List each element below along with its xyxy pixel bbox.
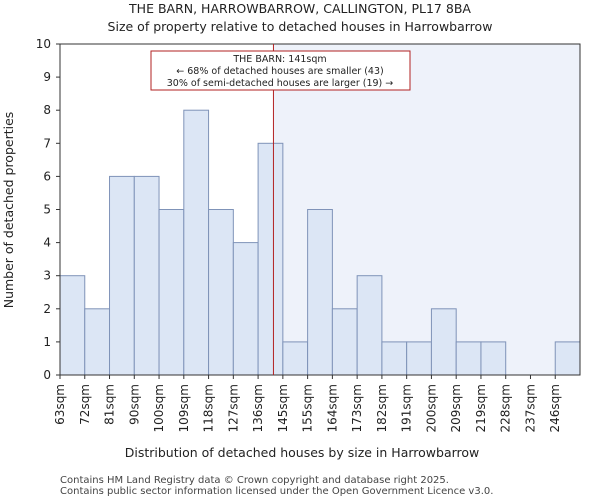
x-tick-label: 182sqm xyxy=(375,384,389,432)
y-tick-label: 5 xyxy=(43,203,51,217)
y-tick-label: 3 xyxy=(43,269,51,283)
bar-200sqm xyxy=(430,308,457,376)
bar-182sqm xyxy=(381,341,408,376)
x-tick-label: 127sqm xyxy=(226,384,240,432)
x-tick-label: 200sqm xyxy=(424,384,438,432)
annotation-box: THE BARN: 141sqm ← 68% of detached house… xyxy=(150,50,411,91)
x-tick-label: 118sqm xyxy=(202,384,216,432)
x-tick-label: 63sqm xyxy=(53,384,67,425)
y-axis: 0 1 2 3 4 5 6 7 8 9 10 xyxy=(36,37,60,382)
bar-90sqm xyxy=(133,175,160,376)
y-tick-label: 6 xyxy=(43,169,51,183)
bar-81sqm xyxy=(109,175,135,376)
x-tick-label: 209sqm xyxy=(449,384,463,432)
bar-219sqm xyxy=(480,341,507,376)
y-tick-label: 1 xyxy=(43,335,51,349)
x-tick-label: 81sqm xyxy=(103,384,117,425)
y-tick-label: 0 xyxy=(43,368,51,382)
bar-72sqm xyxy=(84,308,111,376)
x-tick-label: 72sqm xyxy=(78,384,92,425)
annotation-line-3: 30% of semi-detached houses are larger (… xyxy=(167,78,394,89)
bar-118sqm xyxy=(208,209,234,376)
annotation-line-1: THE BARN: 141sqm xyxy=(232,54,326,65)
chart-title: THE BARN, HARROWBARROW, CALLINGTON, PL17… xyxy=(128,1,471,16)
y-tick-label: 9 xyxy=(43,70,51,84)
bar-127sqm xyxy=(232,242,259,376)
x-tick-label: 246sqm xyxy=(548,384,562,432)
annotation-line-2: ← 68% of detached houses are smaller (43… xyxy=(176,66,383,77)
y-tick-label: 8 xyxy=(43,103,51,117)
x-tick-label: 191sqm xyxy=(400,384,414,432)
footer-line-1: Contains HM Land Registry data © Crown c… xyxy=(60,475,449,486)
y-axis-label: Number of detached properties xyxy=(1,112,16,309)
x-tick-label: 219sqm xyxy=(474,384,488,432)
x-tick-label: 237sqm xyxy=(523,384,537,432)
bar-136sqm xyxy=(257,142,284,376)
bar-191sqm xyxy=(406,341,432,376)
bar-173sqm xyxy=(356,275,383,376)
x-tick-label: 136sqm xyxy=(251,384,265,432)
annotation-frame xyxy=(150,50,411,91)
x-tick-label: 164sqm xyxy=(325,384,339,432)
bar-109sqm xyxy=(183,109,210,376)
x-tick-label: 100sqm xyxy=(152,384,166,432)
bar-164sqm xyxy=(331,308,358,376)
x-tick-label: 90sqm xyxy=(127,384,141,425)
x-axis-label: Distribution of detached houses by size … xyxy=(125,445,480,460)
plot-frame xyxy=(59,43,581,376)
x-tick-label: 145sqm xyxy=(276,384,290,432)
bar-100sqm xyxy=(158,209,185,376)
bar-155sqm xyxy=(307,209,333,376)
bars-group xyxy=(59,109,581,376)
chart-subtitle: Size of property relative to detached ho… xyxy=(108,19,493,34)
x-tick-label: 155sqm xyxy=(301,384,315,432)
bar-246sqm xyxy=(554,341,581,376)
y-tick-label: 7 xyxy=(43,136,51,150)
x-axis: 63sqm 72sqm 81sqm 90sqm 100sqm 109sqm 118sqm 12… xyxy=(53,375,562,432)
footer-line-2: Contains public sector information licen… xyxy=(60,486,493,497)
x-tick-label: 228sqm xyxy=(499,384,513,432)
bar-63sqm xyxy=(59,275,86,376)
bar-209sqm xyxy=(455,341,482,376)
x-tick-label: 173sqm xyxy=(350,384,364,432)
y-tick-label: 4 xyxy=(43,236,51,250)
y-tick-label: 10 xyxy=(36,37,51,51)
y-tick-label: 2 xyxy=(43,302,51,316)
x-tick-label: 109sqm xyxy=(177,384,191,432)
bar-145sqm xyxy=(282,341,309,376)
